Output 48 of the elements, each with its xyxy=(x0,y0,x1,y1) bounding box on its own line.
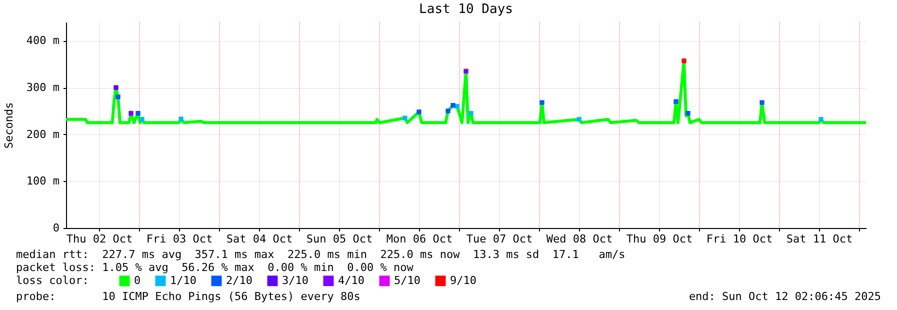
x-tick-label: Sat 04 Oct xyxy=(226,232,293,246)
point xyxy=(686,110,690,116)
y-tick-label: 100 m xyxy=(26,174,60,188)
x-tick-label: Fri 10 Oct xyxy=(706,232,773,246)
x-tick-label: Fri 03 Oct xyxy=(146,232,213,246)
point xyxy=(468,110,474,116)
point xyxy=(178,116,184,122)
y-tick-label: 0 xyxy=(52,222,60,234)
point xyxy=(116,94,120,100)
x-tick-label: Tue 07 Oct xyxy=(466,232,533,246)
y-tick-label: 400 m xyxy=(26,34,60,48)
point xyxy=(140,117,144,122)
text: end: Sun Oct 12 02:06:45 2025 xyxy=(688,290,881,303)
point xyxy=(450,102,456,108)
point xyxy=(416,110,422,114)
point xyxy=(402,116,408,120)
x-tick-label: Sun 05 Oct xyxy=(306,232,373,246)
legend-label: 4/10 xyxy=(338,274,364,287)
point xyxy=(446,108,450,114)
x-tick-label: Thu 02 Oct xyxy=(66,232,133,246)
text: median rtt: 227.7 ms avg 357.1 ms max 225.0 ms min 225.0 ms now 13.3 ms sd 17.1 am/s xyxy=(16,248,626,261)
y-tick-label: 300 m xyxy=(26,81,60,94)
y-axis-title: Seconds xyxy=(2,102,16,149)
legend-title: loss color: xyxy=(16,274,89,287)
text: probe: 10 ICMP Echo Pings (56 Bytes) every 80s xyxy=(16,290,360,303)
x-tick-label: Sat 11 Oct xyxy=(786,232,853,246)
chart-title: Last 10 Days xyxy=(419,2,513,17)
legend-label: 9/10 xyxy=(450,274,476,287)
point xyxy=(136,110,140,116)
legend-label: 3/10 xyxy=(282,274,308,287)
point xyxy=(576,117,582,122)
point xyxy=(682,58,686,64)
point xyxy=(540,100,544,105)
x-tick-label: Mon 06 Oct xyxy=(386,232,453,246)
point xyxy=(818,117,824,122)
point xyxy=(114,85,118,90)
legend-label: 5/10 xyxy=(394,274,420,287)
x-tick-label: Wed 08 Oct xyxy=(546,232,613,246)
legend-label: 1/10 xyxy=(170,274,196,287)
point xyxy=(760,100,764,105)
point xyxy=(464,68,468,74)
point xyxy=(128,110,134,116)
legend-label: 2/10 xyxy=(226,274,252,287)
x-tick-label: Thu 09 Oct xyxy=(626,232,693,246)
y-tick-label: 200 m xyxy=(26,128,60,141)
text: packet loss: 1.05 % avg 56.26 % max 0.00 % min 0.00 % now xyxy=(16,261,414,274)
point xyxy=(674,99,678,104)
legend-label: 0 xyxy=(134,274,141,287)
